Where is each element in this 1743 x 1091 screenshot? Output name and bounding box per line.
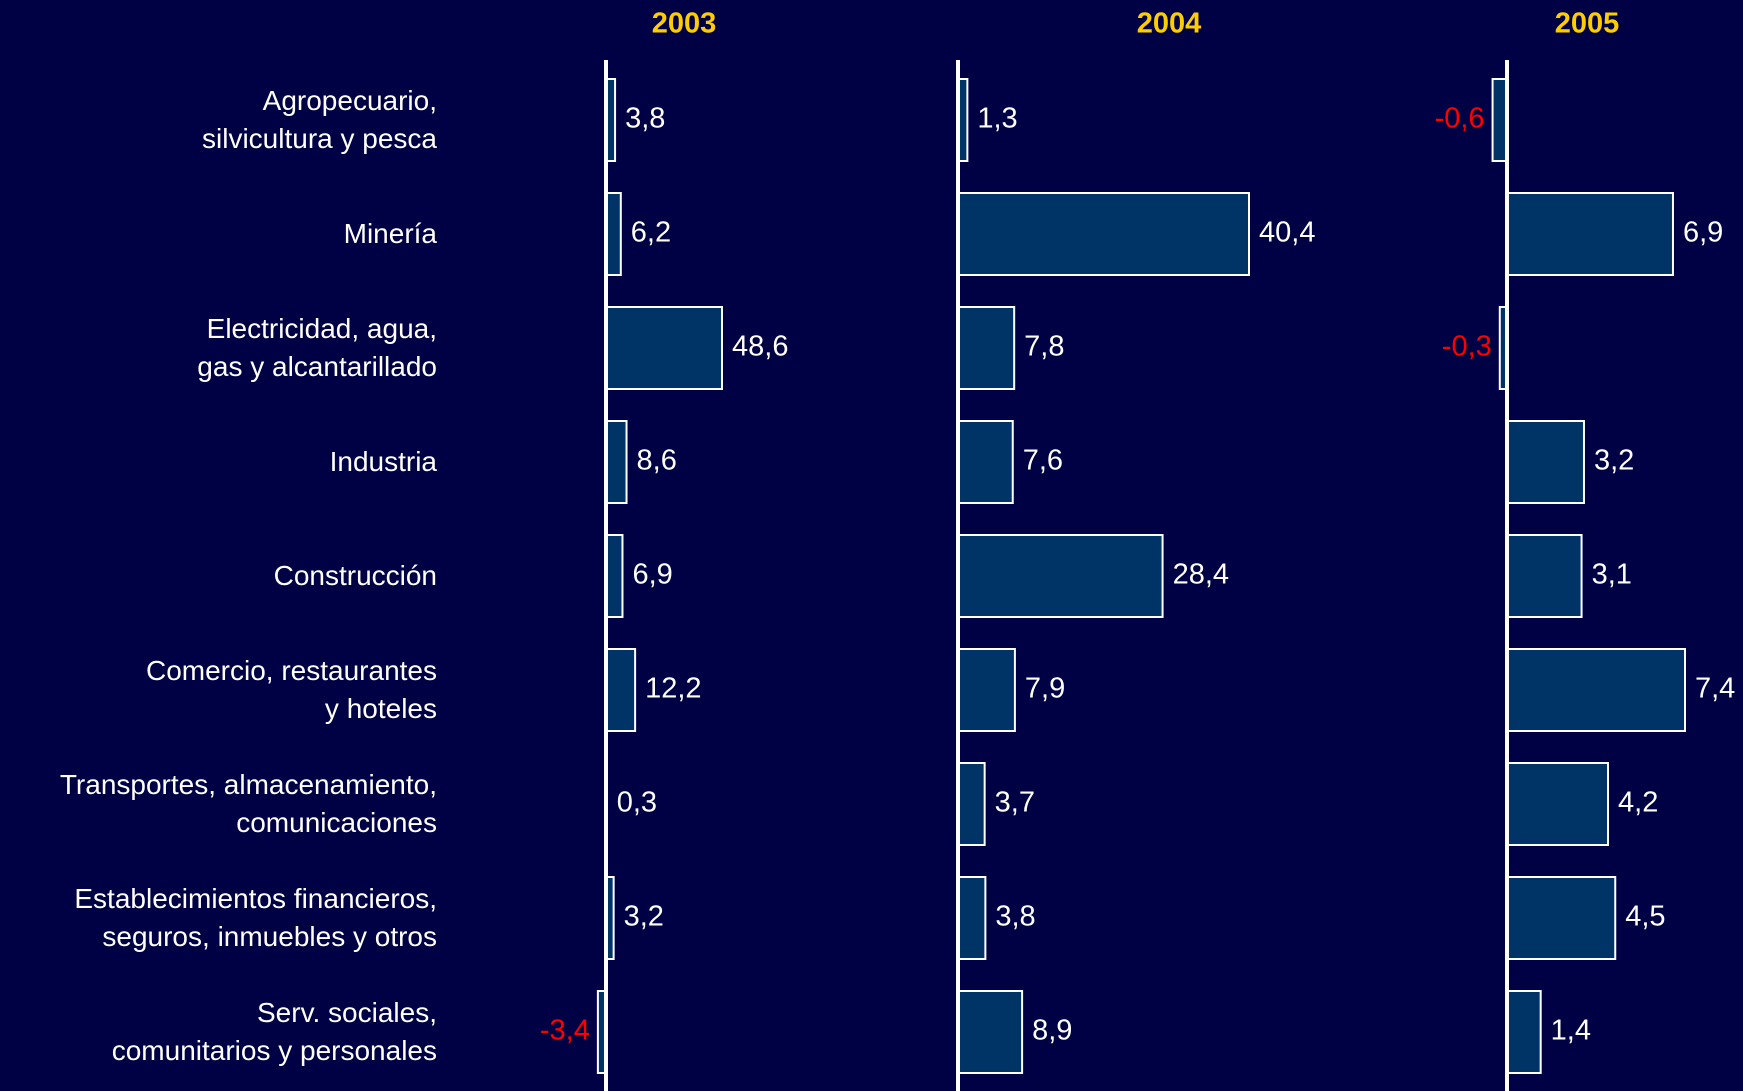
value-label: 3,8 <box>625 103 665 135</box>
category-label: Industria <box>329 446 437 477</box>
bar <box>957 306 1016 390</box>
bar <box>1506 534 1583 618</box>
value-label: 7,6 <box>1023 445 1063 477</box>
value-label: 7,4 <box>1695 673 1735 705</box>
bar <box>957 534 1164 618</box>
value-label: 3,2 <box>1594 445 1634 477</box>
value-label: -3,4 <box>540 1015 590 1047</box>
bar <box>957 420 1014 504</box>
value-label: 6,9 <box>632 559 672 591</box>
value-label: 48,6 <box>732 331 788 363</box>
bar <box>605 534 624 618</box>
value-label: 3,8 <box>995 901 1035 933</box>
value-label: 3,7 <box>995 787 1035 819</box>
value-label: 0,3 <box>617 787 657 819</box>
panel-title: 2005 <box>1555 8 1620 40</box>
category-label: Electricidad, agua, gas y alcantarillado <box>197 313 437 382</box>
value-label: 8,9 <box>1032 1015 1072 1047</box>
value-label: 40,4 <box>1259 217 1315 249</box>
bar <box>605 192 622 276</box>
value-label: 7,9 <box>1025 673 1065 705</box>
category-label: Comercio, restaurantes y hoteles <box>145 655 437 724</box>
value-label: 1,3 <box>977 103 1017 135</box>
value-label: -0,3 <box>1442 331 1492 363</box>
value-label: 8,6 <box>637 445 677 477</box>
bar <box>605 648 637 732</box>
bar <box>1506 876 1617 960</box>
bar <box>957 192 1250 276</box>
value-label: 3,1 <box>1592 559 1632 591</box>
value-label: 6,2 <box>631 217 671 249</box>
panel-title: 2003 <box>652 8 717 40</box>
category-label: Establecimientos financieros, seguros, i… <box>74 883 437 952</box>
bar <box>957 648 1016 732</box>
category-label: Transportes, almacenamiento, comunicacio… <box>59 769 437 838</box>
category-label: Construcción <box>273 560 437 591</box>
value-label: 1,4 <box>1551 1015 1591 1047</box>
bar <box>957 762 986 846</box>
value-label: 7,8 <box>1024 331 1064 363</box>
category-label: Agropecuario, silvicultura y pesca <box>202 85 437 154</box>
bar <box>957 876 987 960</box>
value-label: 3,2 <box>624 901 664 933</box>
value-label: 4,5 <box>1625 901 1665 933</box>
bar <box>605 420 628 504</box>
value-label: 12,2 <box>645 673 701 705</box>
bar <box>1491 78 1509 162</box>
category-label: Minería <box>343 218 437 249</box>
bar <box>605 306 723 390</box>
bar <box>1506 762 1610 846</box>
bar <box>1506 420 1585 504</box>
bar <box>1506 648 1686 732</box>
value-label: 4,2 <box>1618 787 1658 819</box>
value-label: 6,9 <box>1683 217 1723 249</box>
bar <box>957 990 1024 1074</box>
value-label: 28,4 <box>1173 559 1229 591</box>
bar <box>1506 192 1674 276</box>
value-label: -0,6 <box>1435 103 1485 135</box>
bar <box>1506 990 1542 1074</box>
category-label: Serv. sociales, comunitarios y personale… <box>111 997 437 1066</box>
panel-title: 2004 <box>1137 8 1202 40</box>
